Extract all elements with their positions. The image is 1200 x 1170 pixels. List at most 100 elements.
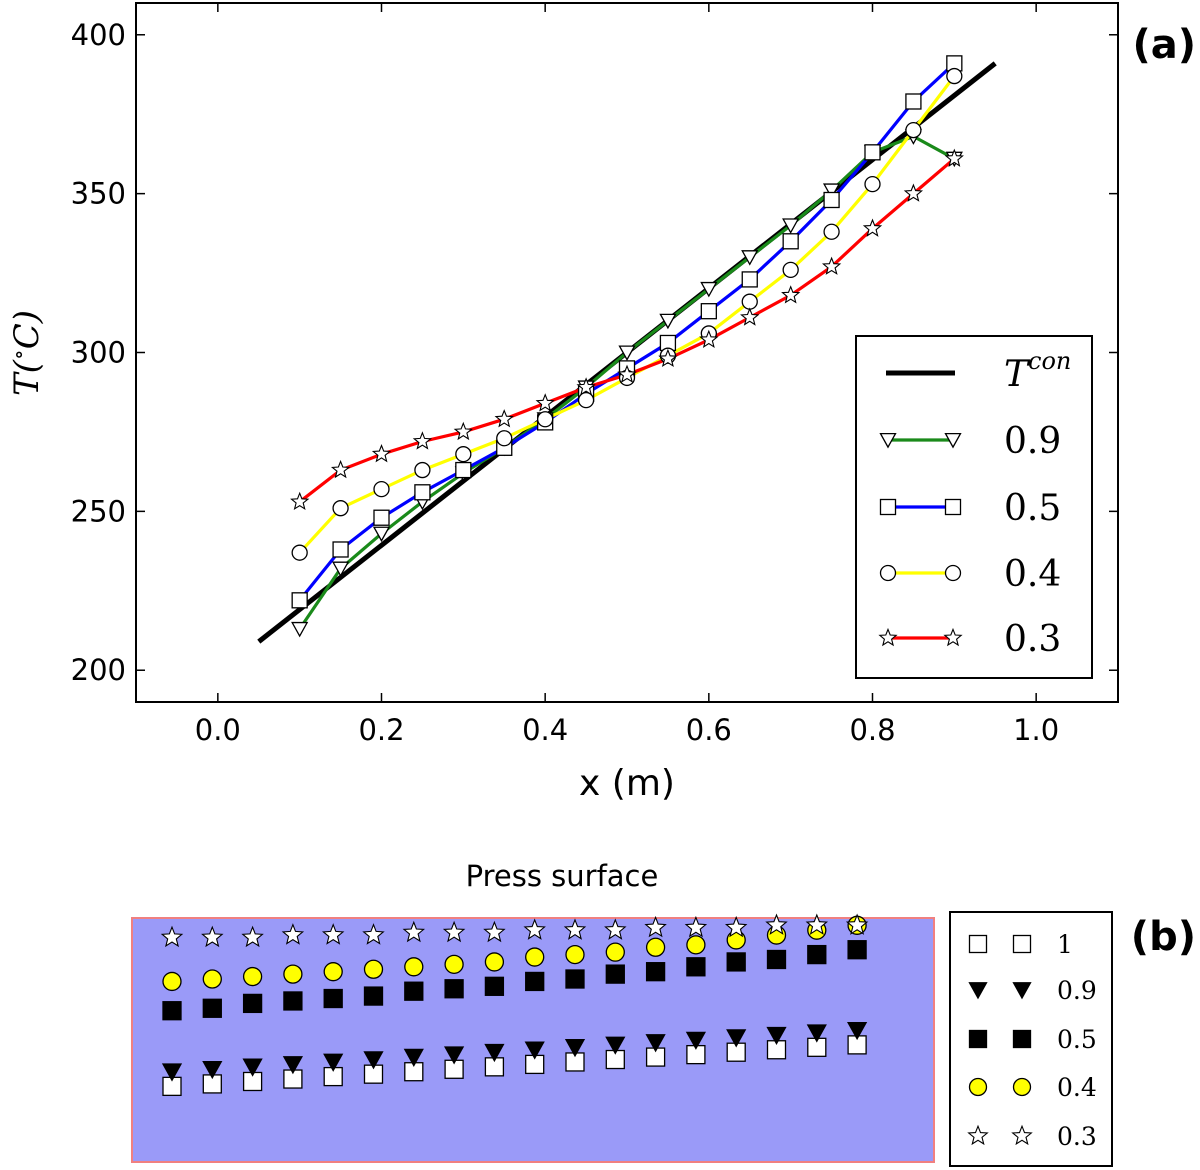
press-point — [444, 979, 464, 999]
data-point — [577, 392, 595, 409]
legend-a-marker — [943, 627, 963, 647]
press-point — [525, 971, 545, 992]
press-point — [201, 925, 224, 948]
data-point — [700, 303, 717, 320]
data-point — [864, 144, 881, 161]
press-point — [162, 971, 182, 992]
x-tick-label: 0.4 — [522, 713, 568, 747]
legend-b-entry-0.3: 0.3 — [967, 1122, 1097, 1151]
data-point — [414, 484, 431, 501]
y-tick-label: 400 — [71, 18, 126, 52]
data-point — [291, 592, 308, 609]
press-point — [202, 998, 222, 1018]
x-tick-label: 0.6 — [686, 713, 732, 747]
y-axis-label: T(∘C) — [7, 310, 47, 396]
data-point — [290, 491, 310, 511]
data-point — [332, 541, 349, 558]
data-point — [373, 480, 390, 498]
data-point — [658, 348, 678, 368]
legend-b-items: 1 0.9 0.5 0.4 0.3 — [967, 930, 1097, 1151]
press-point — [483, 920, 506, 943]
press-point — [845, 913, 869, 935]
press-point — [402, 920, 426, 943]
legend-b-marker — [1012, 1029, 1032, 1049]
press-point — [807, 944, 827, 965]
data-point — [944, 148, 964, 167]
press-point — [282, 1056, 304, 1075]
press-point — [564, 1039, 586, 1058]
press-point — [645, 1034, 666, 1053]
press-point — [323, 1053, 344, 1072]
legend-b-marker — [1012, 1077, 1032, 1097]
data-point — [905, 93, 922, 110]
x-tick-label: 1.0 — [1013, 713, 1059, 747]
series-b — [160, 913, 869, 1097]
data-point — [537, 411, 554, 428]
press-point — [524, 1041, 545, 1060]
press-point — [404, 981, 424, 1001]
press-point — [644, 915, 667, 938]
data-point — [414, 461, 431, 479]
data-point — [905, 121, 922, 139]
legend-a-marker — [944, 564, 962, 582]
press-point — [323, 988, 343, 1009]
press-series-0.4 — [162, 915, 867, 992]
data-point — [330, 459, 351, 479]
press-point — [162, 1001, 182, 1021]
press-point — [645, 962, 666, 982]
press-point — [442, 920, 466, 943]
press-point — [685, 1031, 707, 1050]
data-point — [782, 233, 799, 250]
y-tick-label: 300 — [71, 336, 126, 370]
legend-b-label: 1 — [1057, 930, 1073, 959]
press-point — [684, 915, 708, 938]
data-point — [332, 500, 349, 517]
data-point — [781, 285, 801, 304]
legend-a-entry-0.5: 0.5 — [879, 488, 1061, 529]
press-point — [242, 1058, 263, 1077]
press-series-0.3 — [160, 913, 869, 948]
data-point — [864, 175, 881, 193]
legend-b: 1 0.9 0.5 0.4 0.3 — [949, 911, 1113, 1167]
press-point — [726, 930, 746, 950]
press-point — [362, 923, 385, 945]
data-point — [862, 218, 883, 237]
legend-a-label: 0.3 — [1004, 619, 1061, 660]
data-point — [699, 329, 719, 349]
press-point — [363, 986, 384, 1006]
data-point — [496, 430, 513, 447]
data-point — [823, 191, 840, 209]
data-point — [291, 544, 308, 561]
legend-a-label: Tcon — [1004, 347, 1071, 395]
legend-b-marker — [1012, 982, 1032, 1000]
press-point — [605, 964, 625, 984]
ticks-a: 0.0 0.2 0.4 0.6 0.8 1.0 200 250 300 350 400 — [71, 3, 1118, 747]
legend-a-label: 0.4 — [1004, 554, 1061, 595]
press-point — [765, 913, 788, 935]
press-point — [563, 918, 587, 940]
y-tick-label: 350 — [71, 177, 126, 211]
legend-a-marker — [944, 432, 962, 449]
data-point — [741, 271, 758, 288]
legend-a: Tcon 0.9 0.5 0.4 0.3 — [855, 335, 1093, 679]
data-point — [741, 250, 759, 266]
press-series-0.5 — [162, 940, 867, 1021]
y-tick-label: 250 — [71, 494, 126, 528]
press-point — [323, 962, 343, 982]
legend-a-marker — [879, 564, 897, 582]
press-point — [565, 969, 585, 989]
press-point — [283, 964, 303, 984]
data-point — [535, 393, 555, 412]
press-point — [726, 952, 746, 972]
legend-b-label: 0.4 — [1057, 1073, 1097, 1102]
press-point — [363, 1051, 384, 1070]
data-point — [617, 364, 637, 383]
legend-b-marker — [968, 982, 988, 1000]
data-point — [700, 281, 718, 298]
legend-b-label: 0.3 — [1057, 1122, 1097, 1151]
legend-a-entry-0.4: 0.4 — [879, 554, 1061, 595]
legend-b-label: 0.5 — [1057, 1025, 1097, 1054]
press-surface-title: Press surface — [466, 859, 659, 893]
